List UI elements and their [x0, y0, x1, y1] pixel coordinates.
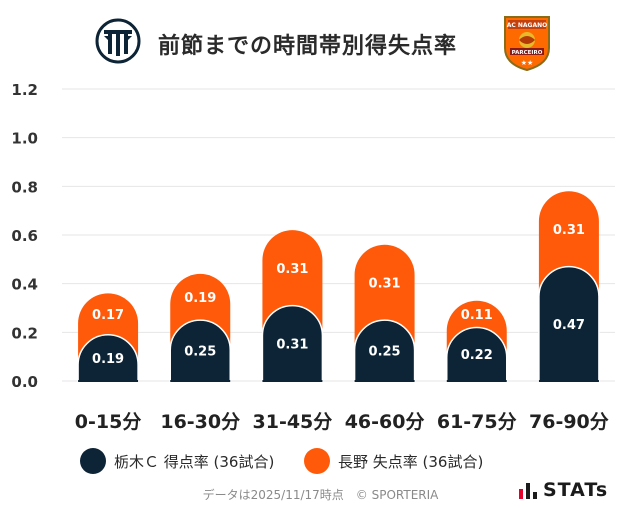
bar-tochigi-scoring	[261, 304, 324, 382]
y-tick-label: 0.2	[11, 324, 38, 342]
y-tick-label: 0.0	[11, 373, 38, 391]
bar-group: 0.47 0.31	[538, 191, 600, 382]
y-tick-label: 0.6	[11, 227, 38, 245]
x-tick-label: 61-75分	[437, 411, 517, 433]
nagano-team-logo: AC NAGANO PARCEIRO ★★	[502, 14, 552, 76]
legend-swatch-nagano	[304, 448, 330, 474]
bar-group: 0.25 0.31	[353, 244, 416, 382]
gridlines	[62, 88, 615, 382]
bar-group: 0.25 0.19	[169, 273, 231, 382]
value-label-tochigi: 0.22	[461, 348, 493, 363]
svg-text:★★: ★★	[521, 59, 534, 67]
value-label-nagano: 0.19	[184, 291, 216, 306]
y-tick-label: 0.8	[11, 178, 38, 196]
bar-group: 0.31 0.31	[261, 230, 324, 382]
bar-group: 0.22 0.11	[446, 300, 508, 382]
stats-bar-icon	[519, 483, 537, 499]
bar-tochigi-scoring	[77, 334, 139, 382]
legend-item-nagano-conceding: 長野 失点率 (36試合)	[304, 446, 483, 476]
legend-label-tochigi: 栃木Ｃ 得点率 (36試合)	[114, 452, 275, 471]
value-label-nagano: 0.31	[553, 223, 585, 238]
value-label-tochigi: 0.31	[276, 337, 308, 352]
bar-tochigi-scoring	[169, 319, 231, 382]
value-label-tochigi: 0.25	[369, 345, 401, 360]
y-axis-ticks: 0.0 0.2 0.4 0.6 0.8 1.0 1.2	[11, 81, 38, 391]
bar-group: 0.19 0.17	[77, 293, 139, 382]
x-tick-label: 76-90分	[529, 411, 609, 433]
data-source-note: データは2025/11/17時点 © SPORTERIA	[202, 488, 439, 502]
chart-header: 前節までの時間帯別得失点率 AC NAGANO PARCEIRO ★★	[0, 12, 641, 74]
value-label-nagano: 0.11	[461, 308, 493, 323]
legend-label-nagano: 長野 失点率 (36試合)	[338, 452, 484, 471]
bar-tochigi-scoring	[353, 319, 416, 382]
x-tick-label: 31-45分	[253, 411, 333, 433]
stacked-bar-chart: 0.00.20.40.60.81.01.2 0.190.170.250.190.…	[11, 81, 615, 433]
x-tick-label: 16-30分	[160, 411, 240, 433]
chart-legend: 栃木Ｃ 得点率 (36試合) 長野 失点率 (36試合)	[80, 446, 600, 476]
bar-tochigi-scoring	[446, 326, 508, 382]
x-axis-ticks: 0-15分 16-30分 31-45分 46-60分 61-75分 76-90分	[75, 411, 609, 433]
value-label-tochigi: 0.25	[184, 345, 216, 360]
value-label-tochigi: 0.47	[553, 318, 585, 333]
legend-item-tochigi-scoring: 栃木Ｃ 得点率 (36試合)	[80, 446, 274, 476]
x-tick-label: 0-15分	[75, 411, 142, 433]
nagano-logo-text-bottom: PARCEIRO	[512, 50, 543, 56]
value-label-nagano: 0.31	[276, 262, 308, 277]
value-label-nagano: 0.31	[369, 276, 401, 291]
stats-brand-text: STATs	[543, 479, 609, 501]
value-label-nagano: 0.17	[92, 308, 124, 323]
x-tick-label: 46-60分	[345, 411, 425, 433]
bars: 0.19 0.17 0.25 0.19 0.31 0.31 0.25 0.31 0.22 0.11…	[77, 191, 600, 382]
stats-brand: STATs	[518, 478, 608, 502]
y-tick-label: 1.0	[11, 130, 38, 148]
legend-swatch-tochigi	[80, 448, 106, 474]
y-tick-label: 1.2	[11, 81, 38, 99]
y-tick-label: 0.4	[11, 276, 38, 294]
chart-title: 前節までの時間帯別得失点率	[158, 34, 458, 59]
bar-tochigi-scoring	[538, 265, 600, 382]
value-label-tochigi: 0.19	[92, 352, 124, 367]
tochigi-team-logo	[95, 18, 141, 68]
nagano-logo-text-top: AC NAGANO	[507, 22, 548, 29]
